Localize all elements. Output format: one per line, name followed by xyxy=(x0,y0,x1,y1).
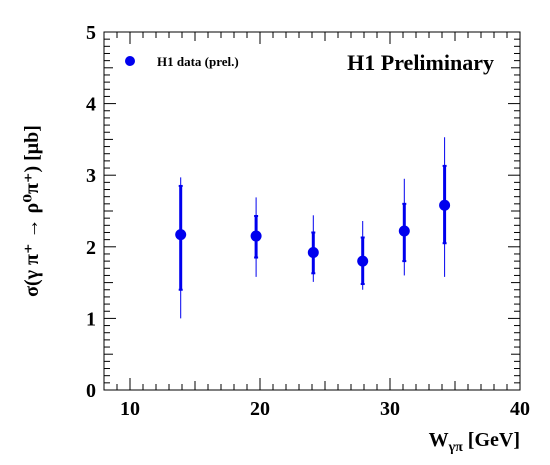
chart-title: H1 Preliminary xyxy=(347,50,494,75)
y-tick-label: 4 xyxy=(86,94,96,116)
minor-ticks xyxy=(104,32,520,390)
major-ticks xyxy=(104,31,521,391)
data-point xyxy=(357,221,369,290)
data-point xyxy=(250,197,262,277)
data-point xyxy=(307,215,319,282)
x-axis-title-unit: [GeV] xyxy=(468,429,520,451)
data-marker xyxy=(357,255,369,267)
data-point xyxy=(398,178,410,276)
x-axis-title-subscript: γπ xyxy=(448,440,464,455)
x-tick-label: 30 xyxy=(380,398,400,420)
y-tick-label: 5 xyxy=(86,22,96,44)
y-tick-label: 1 xyxy=(86,308,96,330)
y-tick-label: 3 xyxy=(86,165,96,187)
y-tick-label: 2 xyxy=(86,237,96,259)
data-point xyxy=(175,177,187,319)
legend-marker xyxy=(125,56,135,66)
data-marker xyxy=(398,225,410,237)
data-points xyxy=(175,137,451,319)
y-axis-title: σ(γ π⁺ → ρ⁰π⁺) [μb] xyxy=(21,125,43,297)
y-tick-labels: 0 1 2 3 4 5 xyxy=(86,22,96,402)
data-marker xyxy=(250,230,262,242)
y-tick-label: 0 xyxy=(86,380,96,402)
x-tick-label: 40 xyxy=(510,398,530,420)
x-tick-labels: 10 20 30 40 xyxy=(120,398,530,420)
data-marker xyxy=(439,199,451,211)
legend-label: H1 data (prel.) xyxy=(157,54,239,69)
x-axis-title: Wγπ [GeV] xyxy=(429,429,520,455)
plot-frame xyxy=(103,31,521,391)
x-tick-label: 10 xyxy=(120,398,140,420)
x-axis-title-main: W xyxy=(429,429,449,451)
data-point xyxy=(439,137,451,277)
x-tick-label: 20 xyxy=(250,398,270,420)
data-marker xyxy=(175,229,187,241)
data-marker xyxy=(307,247,319,259)
